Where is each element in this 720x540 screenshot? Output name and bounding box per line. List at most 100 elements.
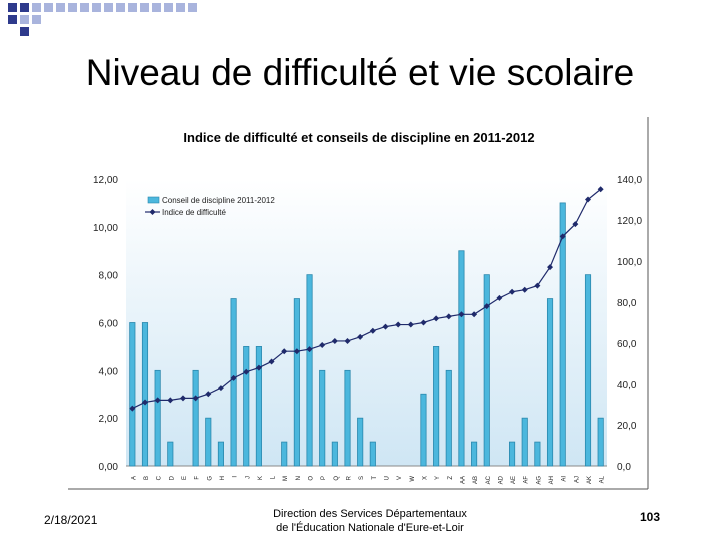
line-point <box>179 395 186 402</box>
corner-square <box>44 3 53 12</box>
line-point <box>496 294 503 301</box>
chart-panel: 0,00 2,00 4,00 6,00 8,00 10,00 12,00 0,0 20,0 40,… <box>68 117 650 492</box>
bar-discipline <box>559 202 566 467</box>
x-tick-label: J <box>245 476 251 479</box>
line-point <box>509 288 516 295</box>
x-tick-label: U <box>384 476 390 480</box>
x-tick-label: O <box>309 476 315 481</box>
x-tick-label: A <box>131 476 137 480</box>
x-tick-label: K <box>258 476 264 480</box>
y-left-tick-label: 0,00 <box>99 462 119 473</box>
bar-discipline <box>255 346 262 467</box>
bar-discipline <box>154 369 161 467</box>
corner-square <box>68 3 77 12</box>
legend-line-marker <box>149 209 156 215</box>
y-right-tick-label: 60,0 <box>617 339 637 350</box>
line-point <box>255 364 262 371</box>
x-tick-label: M <box>283 476 289 481</box>
line-point <box>192 395 199 402</box>
bar-discipline <box>369 441 376 467</box>
line-point <box>369 327 376 334</box>
x-tick-label: AI <box>562 476 568 482</box>
y-right-tick-label: 80,0 <box>617 298 637 309</box>
line-point <box>597 186 604 193</box>
footer-date: 2/18/2021 <box>44 513 98 527</box>
bar-discipline <box>471 441 478 467</box>
x-tick-label: P <box>321 476 327 480</box>
bar-discipline <box>597 417 604 467</box>
y-left-tick-label: 10,00 <box>93 223 118 234</box>
y-right-tick-label: 100,0 <box>617 257 642 268</box>
bar-discipline <box>306 274 313 467</box>
x-tick-label: D <box>169 475 175 480</box>
corner-square <box>8 15 17 24</box>
bar-discipline <box>281 441 288 467</box>
x-tick-label: B <box>144 476 150 480</box>
line-point <box>319 342 326 349</box>
line-point <box>547 264 554 271</box>
corner-square <box>164 3 173 12</box>
bar-discipline <box>344 369 351 467</box>
bar-discipline <box>319 369 326 467</box>
bar-discipline <box>357 417 364 467</box>
line-point <box>205 391 212 398</box>
slide-title: Niveau de difficulté et vie scolaire <box>85 52 635 93</box>
line-point <box>129 405 136 412</box>
y-left-tick-label: 2,00 <box>99 414 119 425</box>
corner-square <box>20 3 29 12</box>
corner-square <box>140 3 149 12</box>
x-tick-label: Y <box>435 476 441 480</box>
y-right-tick-label: 20,0 <box>617 421 637 432</box>
line-point <box>306 346 313 353</box>
corner-square <box>20 15 29 24</box>
x-tick-label: F <box>195 476 201 480</box>
x-tick-label: T <box>372 476 378 480</box>
bar-discipline <box>230 298 237 467</box>
footer-organization: Direction des Services Départementaux de… <box>250 507 490 535</box>
corner-decoration <box>0 0 200 40</box>
bar-discipline <box>445 369 452 467</box>
bar-discipline <box>509 441 516 467</box>
x-tick-label: AD <box>498 475 504 484</box>
line-point <box>420 319 427 326</box>
x-tick-label: AB <box>473 476 479 484</box>
line-point <box>357 333 364 340</box>
line-point <box>230 374 237 381</box>
footer-line-2: de l'Éducation Nationale d'Eure-et-Loir <box>276 522 464 534</box>
legend-bar-swatch <box>147 196 160 204</box>
corner-square <box>176 3 185 12</box>
line-point <box>293 348 300 355</box>
line-point <box>268 358 275 365</box>
chart-canvas: 0,00 2,00 4,00 6,00 8,00 10,00 12,00 0,0 20,0 40,… <box>68 117 649 490</box>
bar-discipline <box>217 441 224 467</box>
bar-discipline <box>584 274 592 467</box>
corner-square <box>32 15 41 24</box>
x-tick-label: L <box>271 475 277 479</box>
line-point <box>458 311 465 318</box>
bar-discipline <box>458 250 465 467</box>
x-tick-label: V <box>397 476 403 480</box>
x-tick-label: AE <box>511 476 517 484</box>
line-point <box>559 233 566 240</box>
line-point <box>572 221 579 228</box>
line-point <box>471 311 478 318</box>
line-point <box>382 323 389 330</box>
x-tick-label: N <box>296 476 302 480</box>
y-left-tick-label: 6,00 <box>99 319 119 330</box>
x-tick-label: E <box>182 476 188 480</box>
line-point <box>344 337 351 344</box>
corner-square <box>80 3 89 12</box>
bar-discipline <box>331 441 338 467</box>
x-tick-label: AG <box>536 476 542 485</box>
y-left-tick-label: 8,00 <box>99 271 119 282</box>
corner-square <box>128 3 137 12</box>
corner-square <box>20 27 29 36</box>
x-tick-label: Z <box>448 476 454 480</box>
x-tick-label: R <box>347 475 353 480</box>
line-point <box>167 397 174 404</box>
bar-discipline <box>205 417 212 467</box>
bar-discipline <box>534 441 541 467</box>
y-right-tick-label: 0,0 <box>617 462 631 473</box>
line-point <box>521 286 528 293</box>
page-number: 103 <box>640 510 661 524</box>
